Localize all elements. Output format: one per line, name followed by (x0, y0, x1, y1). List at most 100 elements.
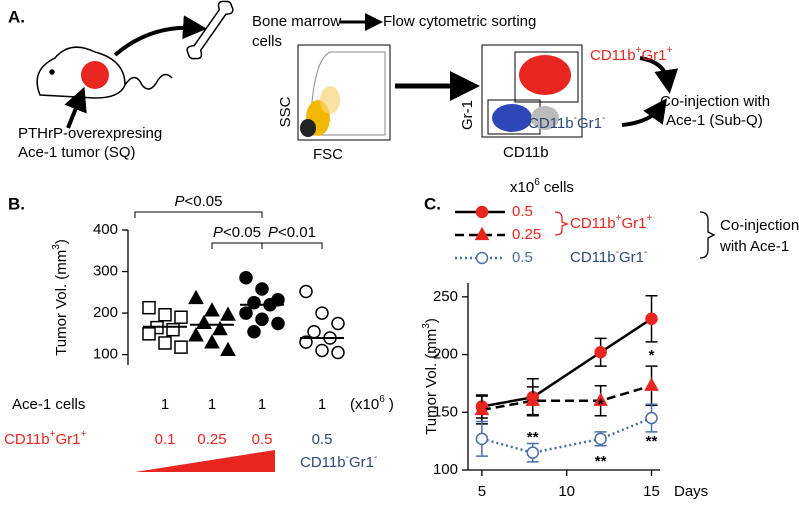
significance-label-part: <0.05 (185, 193, 223, 210)
bracket (134, 211, 263, 218)
legend-title-part: cells (540, 179, 574, 196)
significance-label: P<0.05 (175, 193, 223, 210)
axis-label: SSC (277, 96, 294, 127)
panel-label: A. (8, 7, 25, 26)
point (220, 306, 236, 321)
y-tick-label: 150 (433, 403, 458, 420)
flow-plot-2 (481, 44, 583, 138)
line (481, 384, 652, 412)
group-label: CD11b-Gr1- (570, 247, 647, 266)
group-label-part: + (646, 213, 652, 224)
annotation: ** (595, 453, 607, 470)
significance-label: P<0.05 (213, 224, 261, 241)
y-tick-label: 200 (433, 346, 458, 363)
y-axis-label-part: ) (423, 318, 440, 323)
population-label-part: + (666, 45, 672, 56)
point (307, 325, 321, 339)
x-tick-label: 15 (643, 483, 660, 500)
annotation: ** (646, 433, 658, 450)
label: Ace-1 (Sub-Q) (666, 112, 763, 129)
point (196, 314, 212, 330)
cell: 0.25 (197, 431, 226, 448)
population-label-part: Gr1 (641, 47, 666, 64)
y-tick-label: 100 (93, 346, 118, 363)
mouse-icon (36, 46, 173, 99)
point (188, 327, 204, 342)
y-axis-label-part: 3 (421, 323, 432, 329)
row-label: CD11b-Gr1- (300, 452, 377, 471)
axis-label: Gr-1 (459, 100, 476, 130)
point (593, 392, 608, 406)
point (594, 432, 607, 446)
legend-label: 0.5 (512, 203, 533, 220)
dose-wedge (135, 450, 275, 472)
cell: 1 (161, 396, 169, 413)
point (212, 320, 228, 336)
point (255, 312, 269, 327)
population-label-part: - (574, 113, 577, 124)
axis-label: CD11b (503, 144, 549, 161)
y-tick-label: 250 (433, 288, 458, 305)
population-label-part: CD11b (528, 115, 574, 132)
population-label-part: CD11b (590, 47, 636, 64)
point (204, 334, 220, 349)
cell: 0.1 (155, 431, 176, 448)
bracket (211, 242, 263, 249)
point (158, 307, 172, 322)
label: Flow cytometric sorting (383, 13, 536, 30)
point (166, 322, 180, 337)
legend-label: 0.5 (512, 249, 533, 266)
annotation: * (598, 396, 604, 413)
group-label-part: + (616, 213, 622, 224)
population-label-part: Gr1 (577, 115, 602, 132)
row-label-part: Gr1 (55, 431, 80, 448)
point (239, 271, 253, 285)
group-label-part: Gr1 (621, 215, 646, 232)
significance-label: P<0.01 (268, 224, 316, 241)
y-tick-label: 400 (93, 221, 118, 238)
cell: 0.5 (312, 431, 333, 448)
row-label-part: + (80, 429, 86, 440)
point (247, 295, 261, 310)
row-label-part: CD11b (300, 454, 346, 471)
arrow (113, 15, 207, 57)
group-label-part: CD11b (570, 249, 616, 266)
group-label-part: - (644, 247, 647, 258)
line (481, 317, 653, 408)
point (475, 432, 489, 446)
point (299, 284, 313, 299)
row-label-part: - (346, 452, 349, 463)
point (239, 306, 253, 320)
axis-label: FSC (313, 146, 343, 163)
group-label-part: CD11b (570, 215, 616, 232)
cell: 1 (318, 396, 326, 413)
y-axis-label: Tumor Vol. (mm3) (51, 239, 70, 356)
point (645, 411, 658, 425)
point (644, 377, 659, 391)
x-axis-label: Days (674, 483, 708, 500)
significance-label-part: <0.01 (278, 224, 316, 241)
annotation: * (649, 347, 655, 364)
row-label: Ace-1 cells (12, 396, 85, 413)
legend-note: with Ace-1 (719, 238, 789, 255)
point (645, 312, 658, 326)
y-axis-label: Tumor Vol. (mm3) (421, 318, 440, 435)
y-tick-label: 300 (93, 263, 118, 280)
arrow (639, 56, 679, 94)
panel-label: B. (8, 194, 25, 213)
label: Bone marrow (252, 13, 341, 30)
point (299, 335, 313, 349)
point (526, 446, 540, 459)
point (174, 310, 188, 324)
unit-label-part: ) (385, 396, 394, 413)
point (188, 289, 204, 305)
significance-label-part: P (175, 193, 185, 210)
point (174, 340, 188, 354)
point (475, 205, 489, 219)
legend-title: x106 cells (510, 177, 574, 196)
legend-bracket (554, 211, 569, 236)
legend-title-part: 6 (534, 177, 540, 188)
x-tick-label: 10 (558, 483, 575, 500)
